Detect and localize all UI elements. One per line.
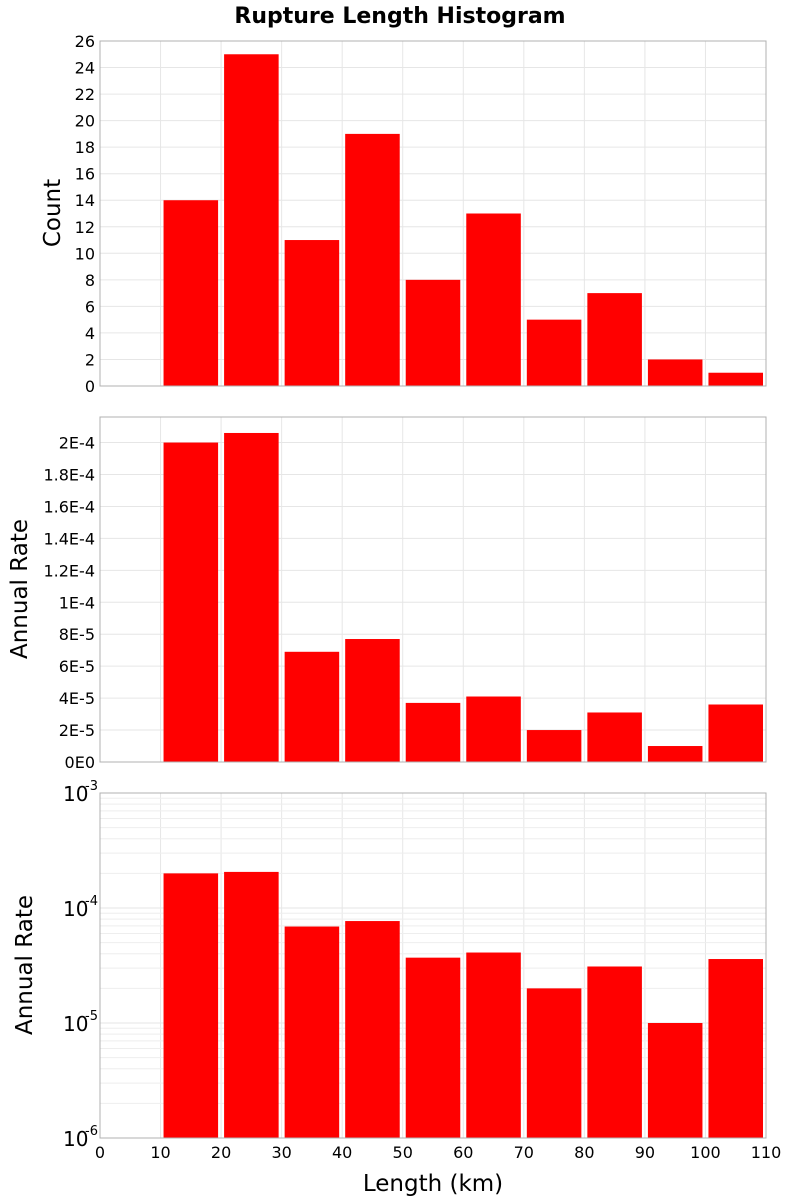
- y-tick-label: 26: [75, 32, 95, 51]
- histogram-bar: [405, 702, 461, 762]
- histogram-bar: [224, 871, 279, 1138]
- histogram-bar: [284, 240, 340, 386]
- y-tick-exponent: -4: [85, 894, 98, 909]
- y-tick-label: 4E-5: [59, 689, 95, 708]
- x-tick-label: 70: [514, 1143, 534, 1162]
- histogram-bar: [224, 54, 279, 387]
- y-tick-label: 1.8E-4: [43, 466, 95, 485]
- y-tick-label: 2: [85, 350, 95, 369]
- histogram-bar: [466, 952, 521, 1138]
- x-tick-label: 30: [271, 1143, 291, 1162]
- y-tick-label: 0: [85, 377, 95, 396]
- histogram-bar: [647, 359, 703, 386]
- y-tick-label: 10: [63, 1127, 88, 1151]
- x-tick-label: 40: [332, 1143, 352, 1162]
- y-tick-label: 18: [75, 138, 95, 157]
- y-tick-label: 14: [75, 191, 95, 210]
- y-tick-label: 20: [75, 112, 95, 131]
- y-tick-label: 6: [85, 297, 95, 316]
- y-tick-label: 0E0: [65, 753, 95, 772]
- histogram-bar: [526, 319, 582, 386]
- x-tick-label: 20: [211, 1143, 231, 1162]
- histogram-bar: [466, 696, 521, 762]
- histogram-bar: [526, 730, 582, 762]
- histogram-bar: [405, 957, 461, 1138]
- histogram-bar: [345, 921, 400, 1138]
- y-tick-exponent: -5: [85, 1009, 98, 1024]
- y-axis-label: Annual Rate: [7, 519, 33, 659]
- x-tick-label: 10: [150, 1143, 170, 1162]
- y-tick-label: 1.6E-4: [43, 497, 95, 516]
- y-tick-exponent: -6: [85, 1124, 98, 1139]
- x-tick-label: 50: [393, 1143, 413, 1162]
- x-axis-label: Length (km): [363, 1171, 503, 1197]
- y-tick-exponent: -3: [85, 779, 98, 794]
- histogram-bar: [708, 372, 763, 386]
- plot-frame: [99, 792, 767, 1139]
- y-tick-label: 24: [75, 59, 95, 78]
- x-tick-label: 100: [690, 1143, 721, 1162]
- y-tick-label: 1.2E-4: [43, 561, 95, 580]
- y-tick-label: 1E-4: [59, 593, 95, 612]
- x-tick-label: 90: [635, 1143, 655, 1162]
- histogram-bar: [163, 200, 219, 386]
- histogram-bar: [284, 651, 340, 762]
- histogram-bar: [284, 926, 340, 1138]
- x-tick-label: 80: [574, 1143, 594, 1162]
- y-tick-label: 8E-5: [59, 625, 95, 644]
- y-tick-label: 12: [75, 218, 95, 237]
- y-tick-label: 10: [63, 1012, 88, 1036]
- y-tick-label: 2E-4: [59, 434, 95, 453]
- histogram-bar: [647, 1023, 703, 1138]
- histogram-bar: [224, 432, 279, 762]
- y-axis-label: Annual Rate: [12, 895, 38, 1035]
- histogram-bar: [163, 442, 219, 762]
- y-tick-label: 8: [85, 271, 95, 290]
- y-tick-label: 6E-5: [59, 657, 95, 676]
- x-tick-label: 0: [95, 1143, 105, 1162]
- histogram-bar: [163, 873, 219, 1138]
- histogram-bar: [647, 746, 703, 762]
- y-tick-label: 10: [75, 244, 95, 263]
- histogram-bar: [708, 704, 763, 762]
- chart-panel-2: 0E0 2E-5 4E-5 6E-5 8E-5 1E-4 1.2E-4 1.4E-4 1.6E-…: [7, 416, 767, 772]
- histogram-bar: [587, 966, 642, 1138]
- plot-frame: [99, 416, 767, 763]
- histogram-bar: [405, 279, 461, 386]
- y-tick-label: 10: [63, 897, 88, 921]
- y-tick-label: 10: [63, 782, 88, 806]
- y-tick-label: 16: [75, 165, 95, 184]
- y-axis-label: Count: [40, 179, 66, 247]
- y-tick-label: 4: [85, 324, 95, 343]
- y-tick-label: 2E-5: [59, 721, 95, 740]
- histogram-bar: [587, 293, 642, 386]
- histogram-bar: [526, 988, 582, 1138]
- x-tick-label: 110: [751, 1143, 782, 1162]
- chart-title: Rupture Length Histogram: [234, 4, 565, 29]
- histogram-bar: [345, 133, 400, 386]
- histogram-bar: [345, 639, 400, 762]
- x-tick-label: 60: [453, 1143, 473, 1162]
- y-tick-label: 22: [75, 85, 95, 104]
- y-tick-label: 1.4E-4: [43, 529, 95, 548]
- histogram-bar: [708, 959, 763, 1138]
- histogram-bar: [587, 712, 642, 762]
- plot-frame: [99, 40, 767, 387]
- histogram-bar: [466, 213, 521, 386]
